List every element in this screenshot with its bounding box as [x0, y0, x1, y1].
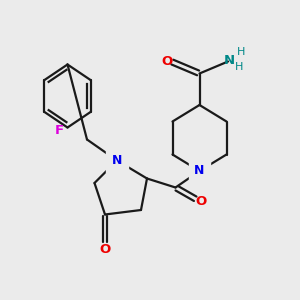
Text: O: O [99, 243, 111, 256]
Text: H: H [235, 62, 244, 72]
Text: H: H [236, 47, 245, 57]
Text: F: F [55, 124, 64, 137]
Text: N: N [194, 164, 205, 178]
Text: N: N [112, 154, 122, 167]
Text: O: O [162, 55, 173, 68]
Text: O: O [195, 195, 207, 208]
Text: N: N [224, 53, 235, 67]
